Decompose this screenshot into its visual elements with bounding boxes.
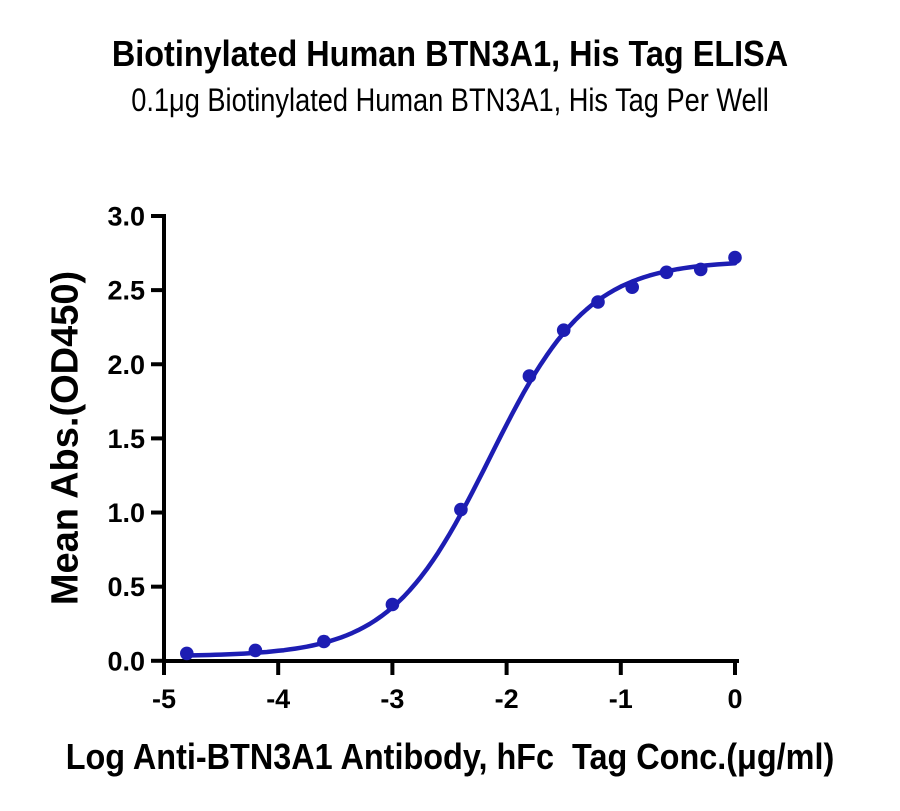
- data-point: [454, 502, 468, 517]
- x-axis-label: Log Anti-BTN3A1 Antibody, hFc Tag Conc.(…: [65, 736, 835, 777]
- data-point: [248, 643, 263, 658]
- x-tick-label: -1: [609, 684, 633, 714]
- data-point: [591, 295, 605, 309]
- fitted-curve: [184, 261, 738, 658]
- data-point: [180, 646, 194, 661]
- x-tick-label: 0: [727, 684, 742, 714]
- y-tick-label: 0.0: [107, 646, 145, 676]
- y-tick-label: 0.5: [107, 572, 145, 602]
- data-point: [693, 262, 708, 277]
- x-tick-label: -4: [266, 684, 290, 714]
- data-point: [728, 250, 742, 265]
- data-point: [522, 369, 537, 383]
- y-tick-label: 3.0: [107, 201, 145, 231]
- data-point: [385, 597, 400, 612]
- x-tick-label: -2: [495, 684, 519, 714]
- x-tick-label: -5: [152, 684, 176, 714]
- x-tick-label: -3: [380, 684, 404, 714]
- y-tick-label: 2.5: [107, 276, 145, 306]
- y-tick-label: 2.0: [107, 350, 145, 380]
- data-point: [625, 280, 639, 295]
- y-tick-label: 1.0: [107, 498, 145, 528]
- data-point: [659, 265, 674, 280]
- data-point: [556, 323, 571, 338]
- y-tick-label: 1.5: [107, 424, 145, 454]
- data-point: [317, 634, 331, 649]
- chart-subtitle: 0.1μg Biotinylated Human BTN3A1, His Tag…: [131, 82, 769, 118]
- chart-title: Biotinylated Human BTN3A1, His Tag ELISA: [111, 33, 789, 74]
